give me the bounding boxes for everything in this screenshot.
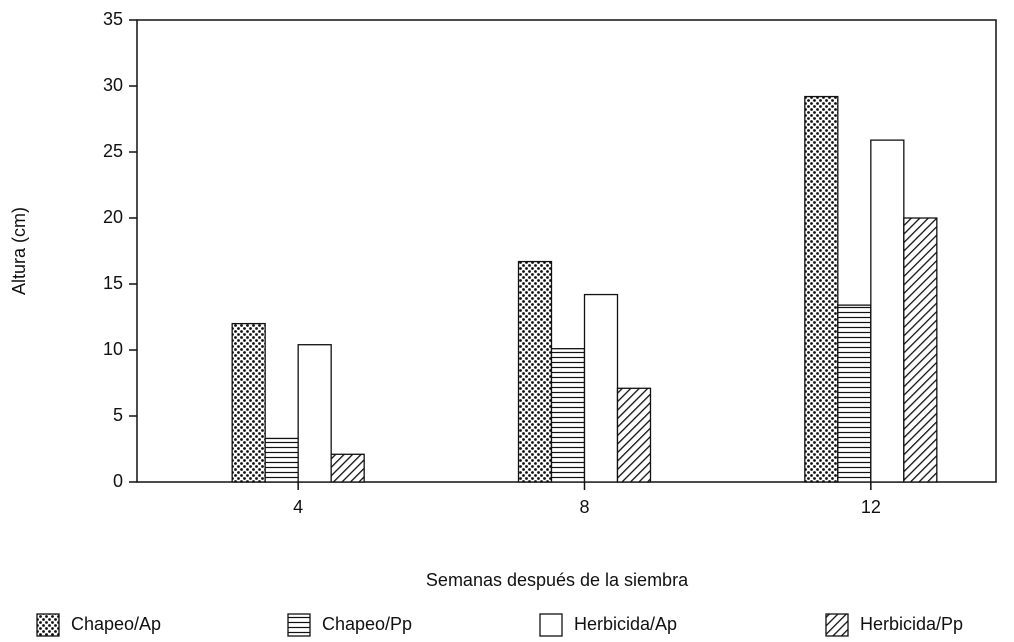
y-tick-label: 20 [103, 207, 123, 227]
y-tick-label: 30 [103, 75, 123, 95]
bar [517, 260, 553, 483]
legend-swatch [539, 613, 563, 637]
x-tick-label: 12 [861, 497, 881, 517]
bar [870, 139, 905, 483]
legend-swatch [36, 613, 60, 637]
bar [616, 387, 652, 483]
y-tick-label: 15 [103, 273, 123, 293]
legend-label: Chapeo/Ap [71, 614, 161, 634]
bar [583, 293, 619, 483]
y-tick-label: 5 [113, 405, 123, 425]
bar [264, 437, 299, 483]
y-tick-label: 10 [103, 339, 123, 359]
x-tick-label: 8 [579, 497, 589, 517]
legend-swatch [287, 613, 311, 637]
y-axis-label: Altura (cm) [9, 207, 29, 295]
x-axis-label: Semanas después de la siembra [426, 570, 689, 590]
bar [903, 217, 938, 483]
bar [297, 344, 332, 483]
x-tick-label: 4 [293, 497, 303, 517]
legend-swatch [825, 613, 849, 637]
bar [330, 453, 365, 483]
legend-label: Chapeo/Pp [322, 614, 412, 634]
legend-label: Herbicida/Ap [574, 614, 677, 634]
legend-label: Herbicida/Pp [860, 614, 963, 634]
bar [550, 348, 586, 483]
bar [804, 95, 839, 483]
bar [837, 304, 872, 483]
y-tick-label: 35 [103, 9, 123, 29]
bar [231, 322, 266, 483]
y-tick-label: 0 [113, 471, 123, 491]
y-tick-label: 25 [103, 141, 123, 161]
